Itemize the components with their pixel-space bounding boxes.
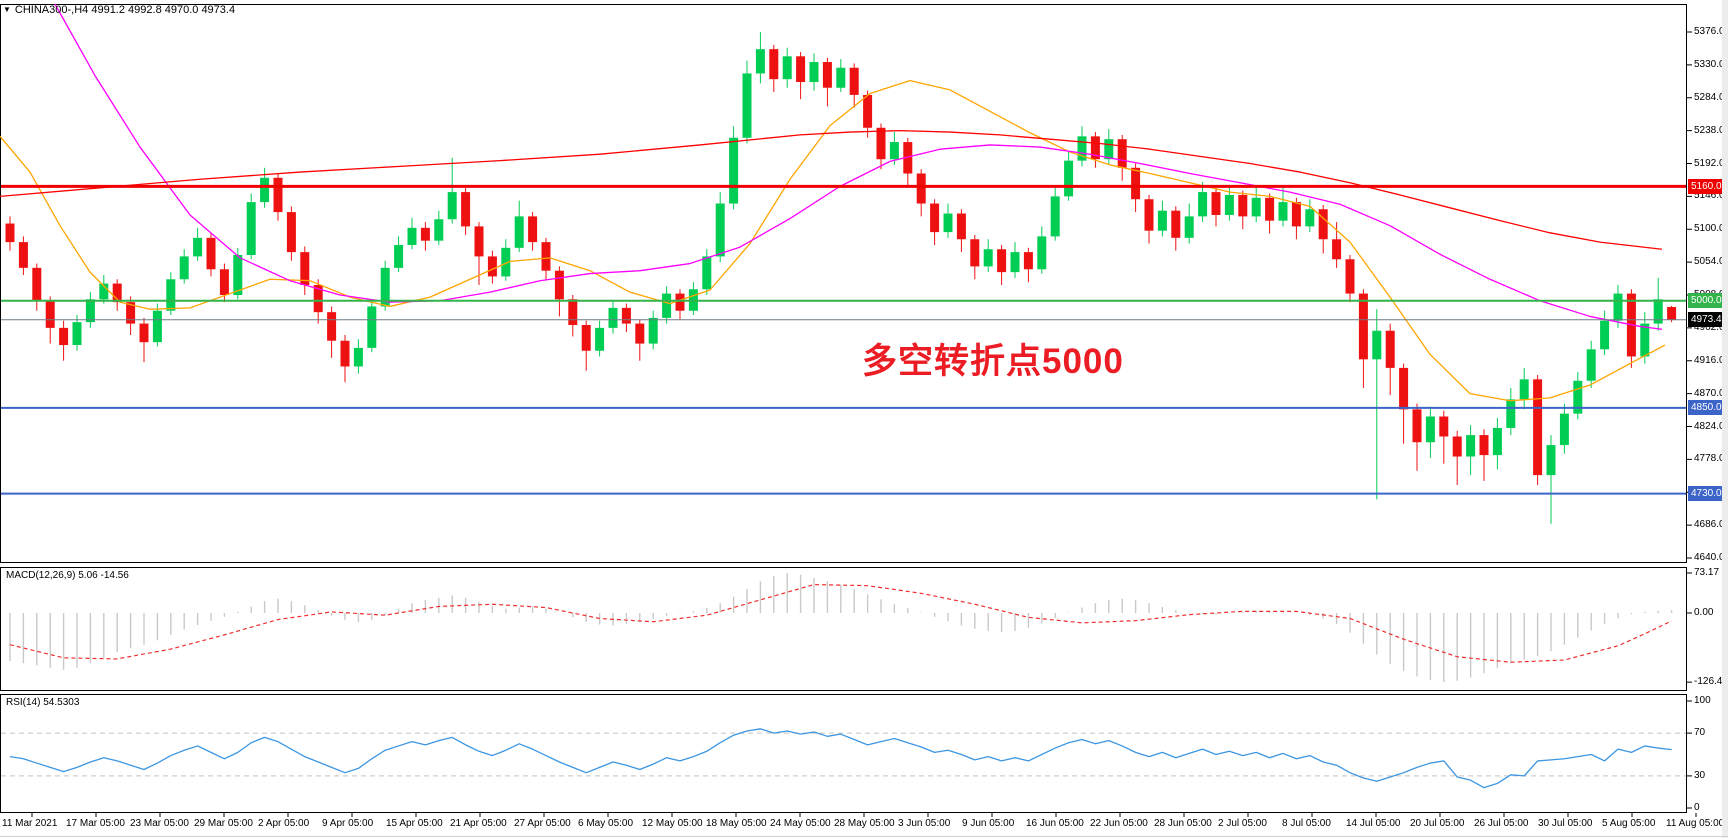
- time-axis-label: 9 Jun 05:00: [962, 818, 1015, 829]
- time-axis-label: 26 Jul 05:00: [1474, 818, 1529, 829]
- ma-mid-magenta: [54, 3, 1663, 330]
- time-axis-label: 23 Mar 05:00: [130, 818, 189, 829]
- time-axis-label: 30 Jul 05:00: [1538, 818, 1593, 829]
- time-axis-label: 20 Jul 05:00: [1410, 818, 1465, 829]
- price-tick-label: 5238.0: [1694, 124, 1725, 136]
- panel-borders: [0, 4, 1687, 813]
- time-axis-label: 9 Apr 05:00: [322, 818, 374, 829]
- macd-indicator-label: MACD(12,26,9) 5.06 -14.56: [6, 570, 129, 581]
- time-axis-label: 16 Jun 05:00: [1026, 818, 1084, 829]
- candlesticks: [5, 32, 1677, 524]
- price-tick-label: 5146.0: [1694, 190, 1725, 202]
- price-tick-label: 4778.0: [1694, 453, 1725, 465]
- rsi-tick-label: 70: [1694, 727, 1706, 739]
- chart-title: ▼ CHINA300-,H4 4991.2 4992.8 4970.0 4973.…: [3, 4, 235, 16]
- time-axis-label: 6 May 05:00: [578, 818, 634, 829]
- moving-averages: [0, 3, 1666, 402]
- symbol-marker-icon: ▼: [3, 5, 11, 14]
- window-bottom-edge: [0, 836, 1728, 837]
- time-axis-label: 8 Jul 05:00: [1282, 818, 1331, 829]
- rsi-indicator-label: RSI(14) 54.5303: [6, 697, 80, 708]
- macd-panel-border: [0, 567, 1687, 691]
- annotation-text[interactable]: 多空转折点5000: [862, 342, 1124, 381]
- scrollbar[interactable]: [1722, 0, 1728, 838]
- rsi-tick-label: 100: [1694, 695, 1711, 706]
- time-axis-label: 27 Apr 05:00: [514, 818, 571, 829]
- price-level-badge: 4850.0: [1688, 400, 1725, 416]
- price-tick-label: 4870.0: [1694, 387, 1725, 399]
- ma-slow-red: [0, 129, 1663, 250]
- macd-tick-label: 0.00: [1694, 607, 1714, 618]
- time-axis-label: 3 Jun 05:00: [898, 818, 951, 829]
- price-tick-label: 4640.0: [1694, 552, 1725, 563]
- ma-fast-orange: [0, 79, 1666, 402]
- time-axis-label: 18 May 05:00: [706, 818, 767, 829]
- price-level-badge: 5000.0: [1688, 293, 1725, 309]
- time-axis-label: 21 Apr 05:00: [450, 818, 507, 829]
- main-panel-border: [0, 4, 1687, 563]
- time-axis-label: 12 May 05:00: [642, 818, 703, 829]
- macd-tick-label: 73.17: [1694, 567, 1720, 578]
- time-axis-label: 28 May 05:00: [834, 818, 895, 829]
- time-axis-label: 14 Jul 05:00: [1346, 818, 1401, 829]
- price-tick-label: 4824.0: [1694, 420, 1725, 432]
- rsi-panel-border: [0, 694, 1687, 813]
- axis-ticks: [31, 31, 1697, 817]
- time-axis-label: 11 Aug 05:00: [1666, 818, 1725, 829]
- rsi-tick-label: 0: [1694, 802, 1700, 813]
- price-levels: [1, 184, 1686, 495]
- time-axis-label: 15 Apr 05:00: [386, 818, 443, 829]
- price-tick-label: 4916.0: [1694, 354, 1725, 366]
- chart-title-text: CHINA300-,H4 4991.2 4992.8 4970.0 4973.4: [14, 4, 236, 16]
- rsi-lines: [1, 732, 1686, 777]
- price-tick-label: 5330.0: [1694, 58, 1725, 70]
- price-tick-label: 5192.0: [1694, 157, 1725, 169]
- rsi-line: [9, 728, 1672, 789]
- time-axis-label: 2 Apr 05:00: [258, 818, 310, 829]
- macd-signal-line: [9, 583, 1672, 663]
- macd-tick-label: -126.47: [1694, 676, 1728, 688]
- price-tick-label: 4686.0: [1694, 519, 1725, 531]
- time-axis-label: 17 Mar 05:00: [66, 818, 125, 829]
- price-level-badge: 5160.0: [1688, 178, 1725, 194]
- price-tick-label: 5100.0: [1694, 223, 1725, 235]
- macd-histogram: [9, 573, 1673, 683]
- price-tick-label: 5054.0: [1694, 256, 1725, 268]
- price-tick-label: 5376.0: [1694, 26, 1725, 37]
- time-axis-label: 5 Aug 05:00: [1602, 818, 1656, 829]
- time-axis-label: 11 Mar 2021: [2, 818, 58, 829]
- price-level-badge: 4730.0: [1688, 486, 1725, 502]
- time-axis-label: 28 Jun 05:00: [1154, 818, 1212, 829]
- time-axis-label: 24 May 05:00: [770, 818, 831, 829]
- time-axis-label: 22 Jun 05:00: [1090, 818, 1148, 829]
- price-tick-label: 5284.0: [1694, 91, 1725, 103]
- time-axis-label: 2 Jul 05:00: [1218, 818, 1267, 829]
- rsi-tick-label: 30: [1694, 769, 1706, 781]
- price-tick-label: 4962.0: [1694, 321, 1725, 333]
- current-price-badge: 4973.4: [1688, 312, 1725, 328]
- time-axis-label: 29 Mar 05:00: [194, 818, 253, 829]
